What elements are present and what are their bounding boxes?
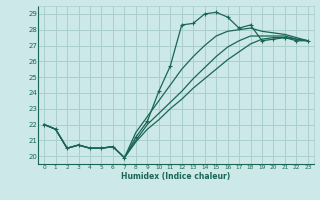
X-axis label: Humidex (Indice chaleur): Humidex (Indice chaleur) xyxy=(121,172,231,181)
